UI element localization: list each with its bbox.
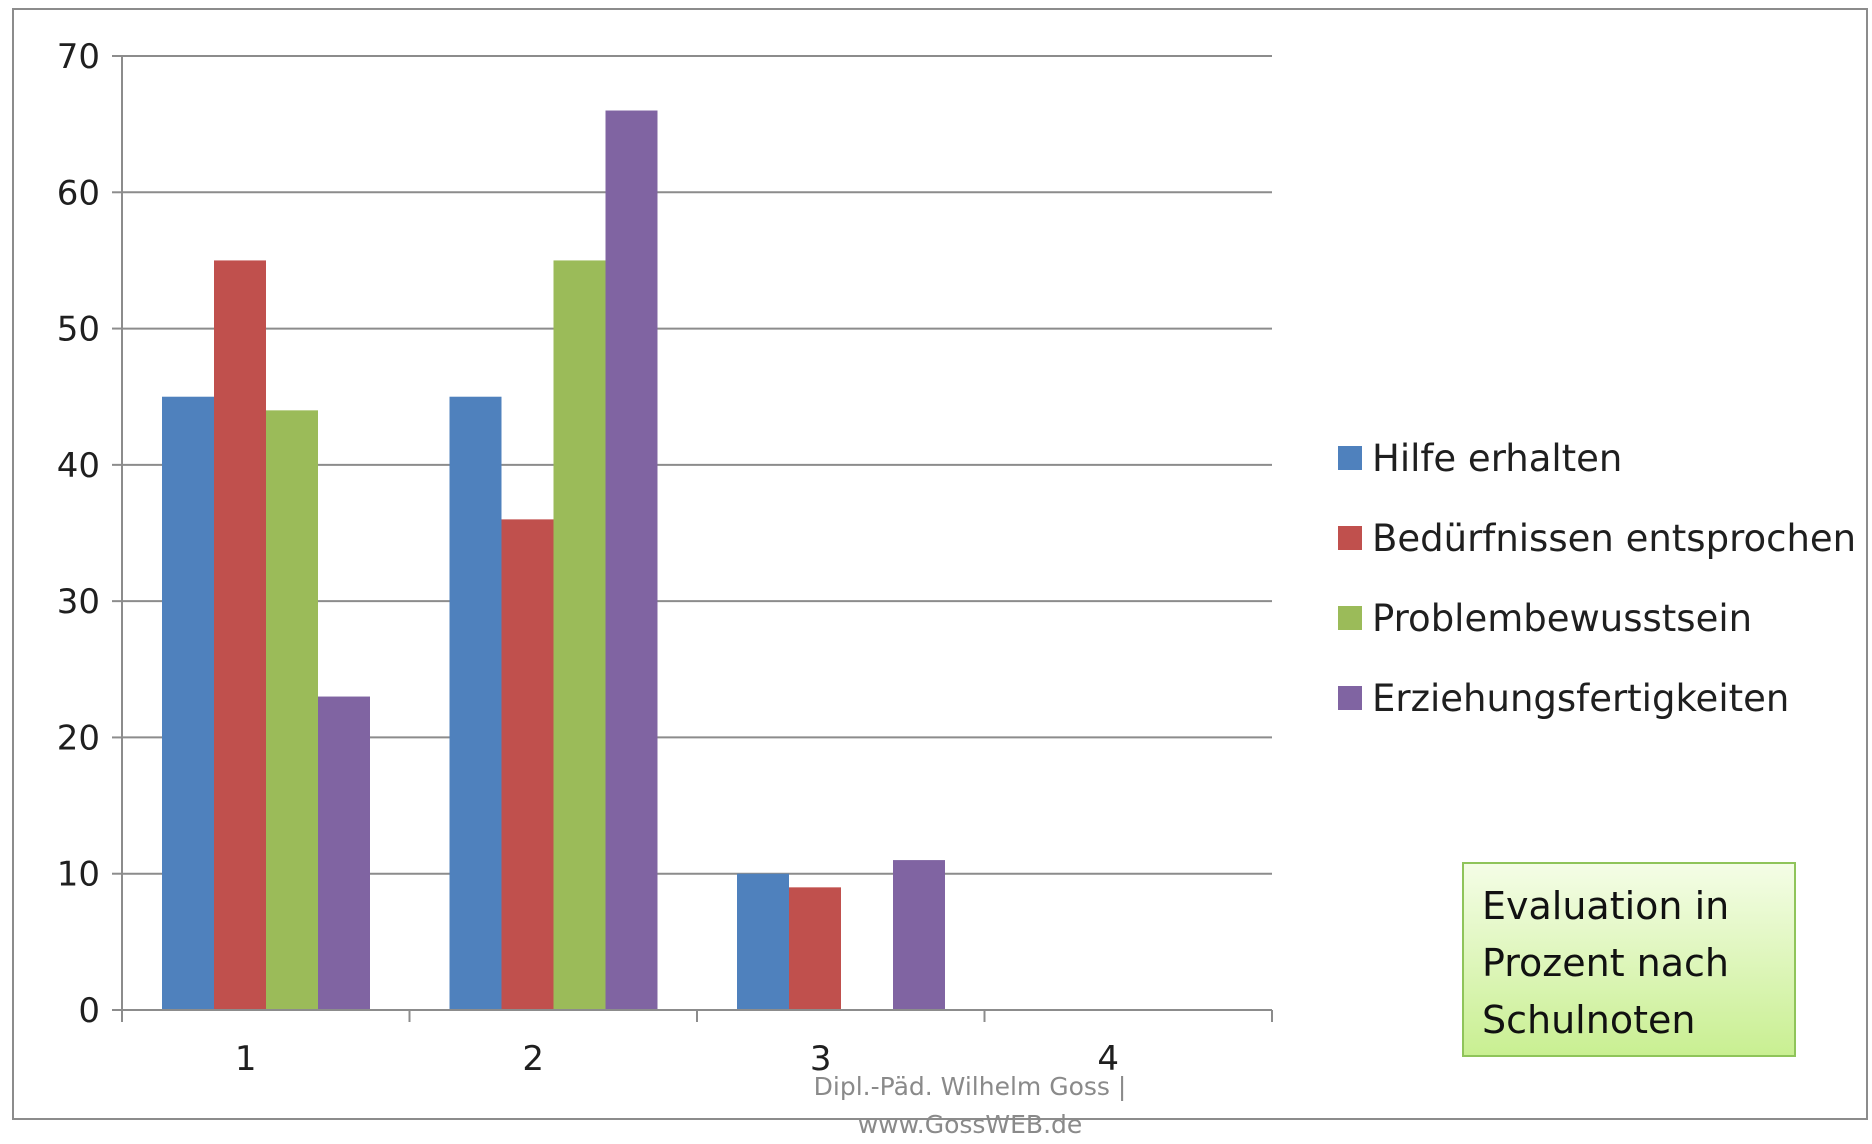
note-line: Schulnoten	[1482, 998, 1696, 1042]
bar	[789, 887, 841, 1010]
bar	[449, 396, 502, 1010]
legend-label: Problembewusstsein	[1372, 596, 1753, 640]
footer-author: Dipl.-Päd. Wilhelm Goss |	[813, 1072, 1127, 1101]
legend-item: Hilfe erhalten	[1338, 418, 1856, 498]
legend-label: Erziehungsfertigkeiten	[1372, 676, 1790, 720]
legend-item: Erziehungsfertigkeiten	[1338, 658, 1856, 738]
x-tick-label: 2	[522, 1039, 544, 1079]
legend-swatch	[1338, 446, 1362, 470]
bar	[553, 260, 606, 1010]
bar	[893, 860, 945, 1010]
y-tick-label: 30	[57, 582, 100, 622]
y-tick-label: 0	[78, 991, 100, 1031]
y-tick-label: 50	[57, 310, 100, 350]
x-tick-label: 1	[235, 1039, 257, 1079]
note-line: Prozent nach	[1482, 941, 1730, 985]
bar	[214, 260, 266, 1010]
y-tick-label: 60	[57, 173, 100, 213]
legend-label: Hilfe erhalten	[1372, 436, 1623, 480]
bar	[737, 873, 789, 1010]
bar	[605, 110, 658, 1010]
bar	[266, 410, 318, 1010]
legend-swatch	[1338, 526, 1362, 550]
x-tick-label: 3	[810, 1039, 832, 1079]
y-tick-label: 10	[57, 855, 100, 895]
chart-legend: Hilfe erhalten Bedürfnissen entsprochen …	[1338, 418, 1856, 738]
note-box: Evaluation in Prozent nach Schulnoten	[1462, 862, 1796, 1057]
y-tick-label: 40	[57, 446, 100, 486]
legend-item: Problembewusstsein	[1338, 578, 1856, 658]
bar	[501, 519, 554, 1010]
note-line: Evaluation in	[1482, 884, 1730, 928]
footer-credit: Dipl.-Päd. Wilhelm Goss | www.GossWEB.de	[770, 1068, 1170, 1144]
bar	[318, 696, 370, 1010]
legend-item: Bedürfnissen entsprochen	[1338, 498, 1856, 578]
y-tick-label: 70	[57, 37, 100, 77]
bar	[162, 396, 214, 1010]
x-tick-label: 4	[1097, 1039, 1119, 1079]
legend-swatch	[1338, 686, 1362, 710]
footer-url: www.GossWEB.de	[857, 1110, 1083, 1139]
legend-label: Bedürfnissen entsprochen	[1372, 516, 1857, 560]
y-tick-label: 20	[57, 718, 100, 758]
legend-swatch	[1338, 606, 1362, 630]
